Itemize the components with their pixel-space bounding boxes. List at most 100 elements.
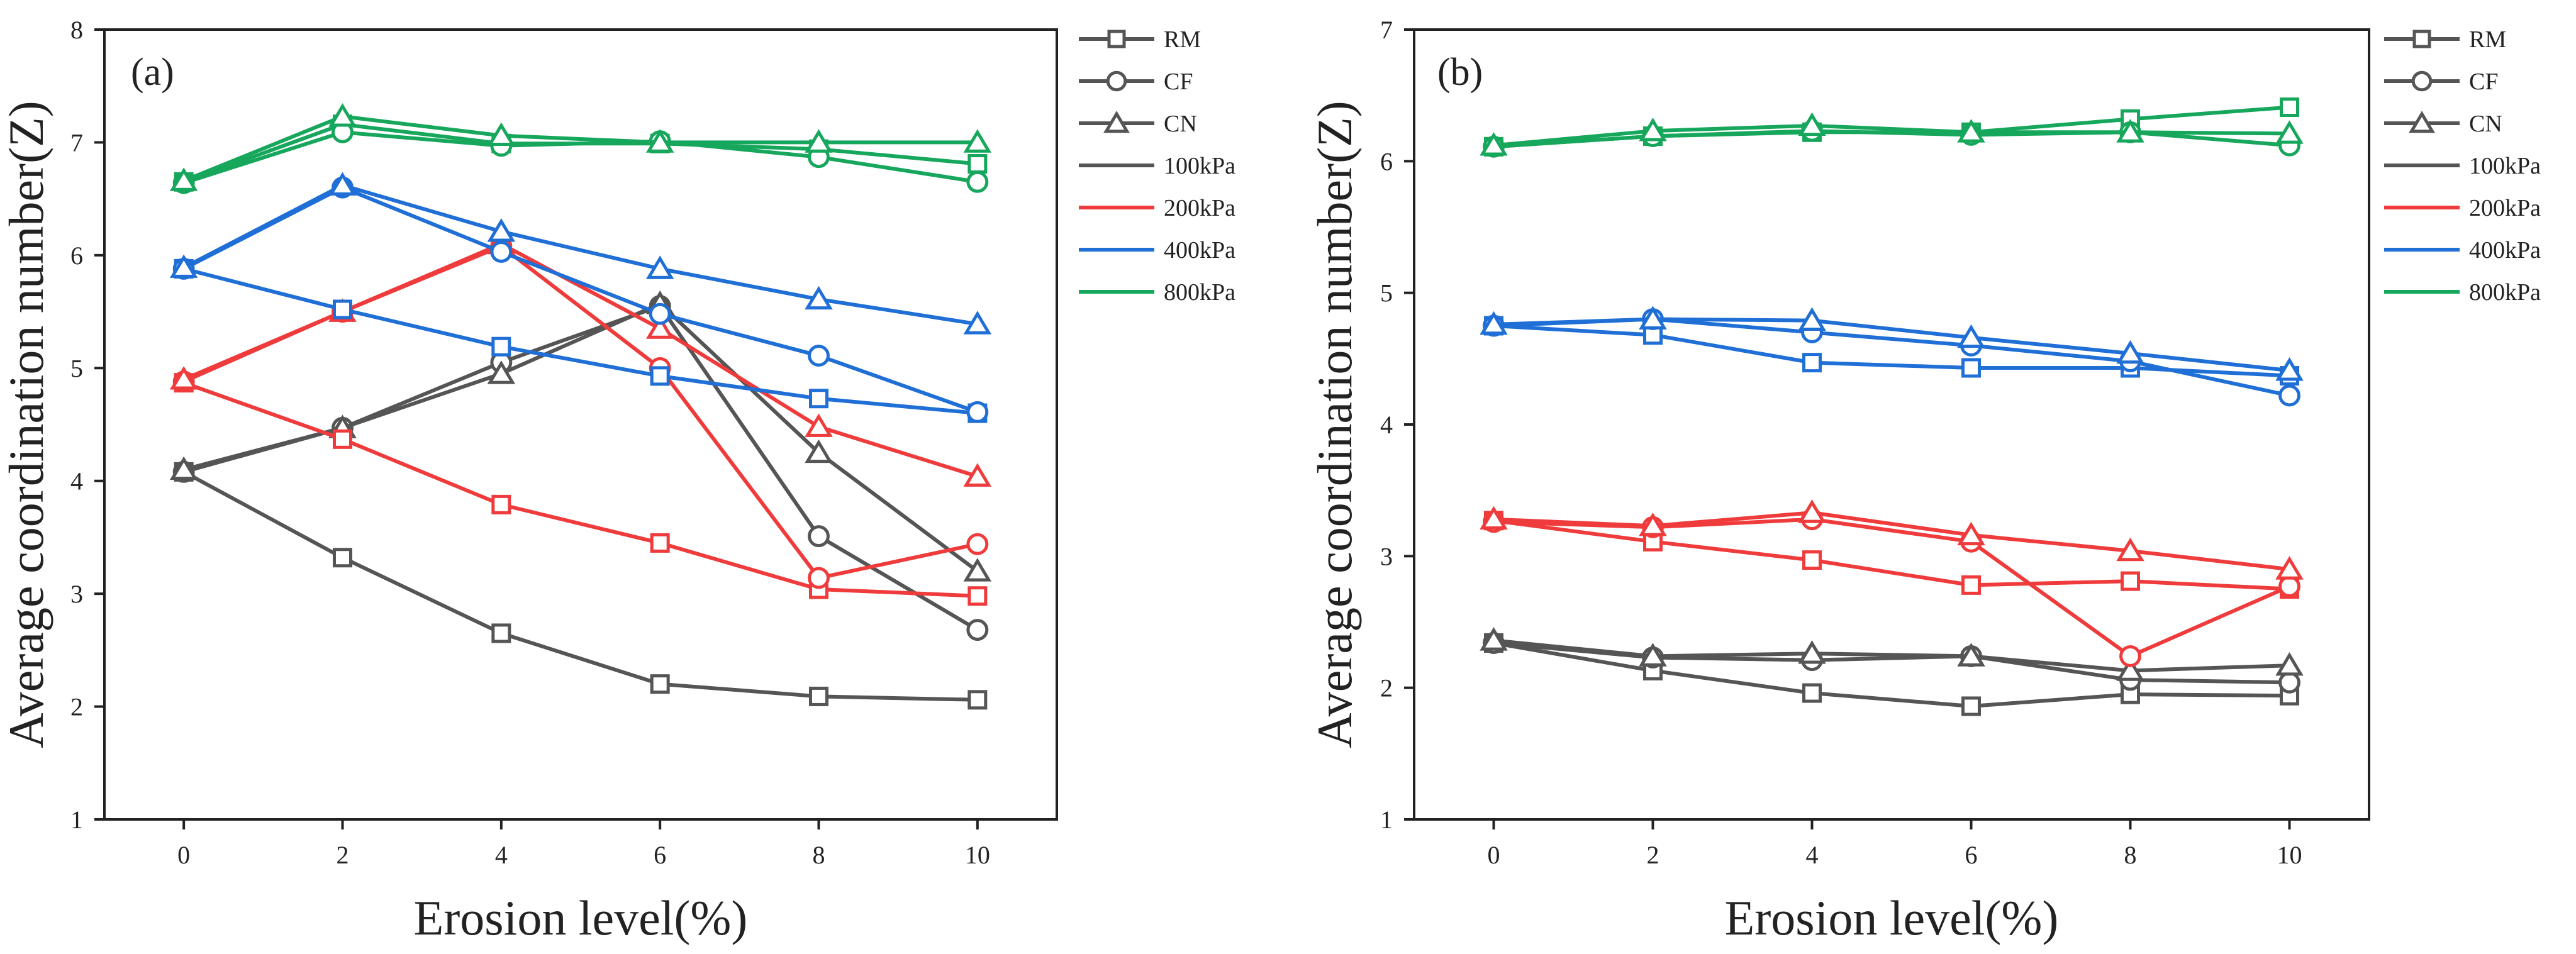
data-point	[2116, 340, 2144, 364]
data-point	[2275, 556, 2304, 580]
legend-label: CF	[1164, 69, 1193, 95]
data-point	[1961, 575, 1981, 595]
data-point	[1480, 506, 1508, 530]
data-point	[645, 255, 674, 279]
legend-label: 800kPa	[1164, 279, 1235, 306]
series-line	[182, 244, 978, 580]
data-point	[1802, 683, 1822, 703]
series-cn-400kpa	[1480, 306, 2304, 381]
data-point	[967, 690, 988, 710]
legend-marker-circle	[2411, 70, 2433, 92]
x-tick-label: 0	[177, 841, 190, 869]
data-point	[1639, 643, 1667, 667]
series-cf-200kpa	[1483, 508, 2300, 667]
data-point	[328, 172, 357, 196]
x-tick-label: 0	[1488, 841, 1500, 869]
series-line	[182, 470, 978, 702]
legend-label: 400kPa	[1164, 237, 1235, 263]
panel-label: (a)	[131, 51, 174, 94]
data-point	[963, 463, 992, 487]
legend-label: CN	[2469, 111, 2502, 137]
data-point	[2275, 120, 2304, 144]
x-tick-label: 8	[813, 841, 825, 869]
series-line	[1493, 123, 2290, 148]
data-point	[967, 154, 988, 174]
series-line	[183, 302, 979, 573]
data-point	[809, 389, 828, 409]
data-point	[2278, 671, 2300, 694]
data-point	[1802, 353, 1822, 373]
x-tick-label: 6	[654, 841, 666, 869]
data-point	[1957, 521, 1985, 546]
legend-label: CF	[2469, 69, 2498, 95]
data-point	[808, 345, 830, 367]
y-tick-label: 6	[1380, 147, 1393, 175]
data-point	[963, 311, 992, 335]
series-line	[1493, 641, 2290, 708]
series-line	[1493, 511, 2290, 572]
data-point	[1961, 696, 1981, 716]
data-point	[1639, 118, 1667, 141]
data-point	[2280, 97, 2299, 118]
legend-label: RM	[2469, 26, 2506, 53]
y-tick-label: 2	[1380, 674, 1393, 702]
data-point	[491, 494, 511, 514]
y-tick-label: 5	[70, 354, 83, 382]
series-cf-400kpa	[172, 176, 989, 423]
legend: RM CF CN 100kPa 200kPa 400kPa 800kPa	[1079, 26, 1235, 306]
data-point	[169, 456, 198, 480]
series-cn-800kpa	[169, 103, 992, 191]
data-point	[490, 241, 513, 263]
data-point	[2116, 537, 2144, 562]
data-point	[1480, 311, 1508, 335]
data-point	[1957, 119, 1985, 143]
data-point	[491, 623, 511, 643]
legend-label: 200kPa	[2469, 195, 2541, 221]
data-point	[1961, 358, 1981, 378]
data-point	[963, 558, 992, 582]
series-rm-100kpa	[1484, 633, 2299, 716]
y-axis-title: Average coordination number(Z)	[0, 101, 53, 748]
series-cn-100kpa	[1480, 627, 2304, 681]
data-point	[487, 360, 516, 384]
series-line	[183, 267, 978, 416]
data-point	[963, 129, 992, 153]
legend-label: 800kPa	[2469, 279, 2541, 306]
data-point	[2119, 645, 2141, 667]
data-point	[1957, 324, 1985, 348]
series-cf-800kpa	[1483, 119, 2300, 158]
data-point	[650, 533, 670, 553]
data-point	[333, 429, 352, 449]
series-line	[1493, 317, 2290, 373]
x-tick-label: 2	[1647, 841, 1659, 869]
data-point	[2275, 652, 2304, 676]
y-tick-label: 1	[70, 806, 83, 834]
data-point	[487, 122, 516, 146]
y-tick-label: 4	[1380, 411, 1393, 439]
data-point	[2275, 357, 2304, 381]
data-point	[645, 315, 674, 339]
series-cn-100kpa	[169, 290, 992, 582]
series-line	[1493, 324, 2290, 378]
y-tick-label: 2	[70, 693, 83, 721]
data-point	[169, 167, 198, 191]
y-axis-title: Average coordination number(Z)	[1307, 101, 1362, 748]
legend-label: RM	[1164, 26, 1201, 53]
data-point	[650, 366, 670, 386]
x-tick-label: 2	[337, 841, 349, 869]
data-point	[967, 586, 988, 606]
series-line	[1493, 105, 2290, 149]
series-cn-400kpa	[169, 172, 992, 335]
series-rm-800kpa	[1484, 97, 2299, 157]
data-point	[805, 413, 833, 437]
data-point	[333, 299, 352, 319]
data-point	[1957, 643, 1985, 667]
series-line	[1493, 638, 2290, 673]
series-rm-800kpa	[174, 114, 988, 192]
legend: RM CF CN 100kPa 200kPa 400kPa 800kPa	[2384, 26, 2541, 306]
x-tick-label: 10	[2277, 841, 2302, 869]
x-axis-title: Erosion level(%)	[1725, 890, 2059, 945]
data-point	[1798, 112, 1826, 136]
